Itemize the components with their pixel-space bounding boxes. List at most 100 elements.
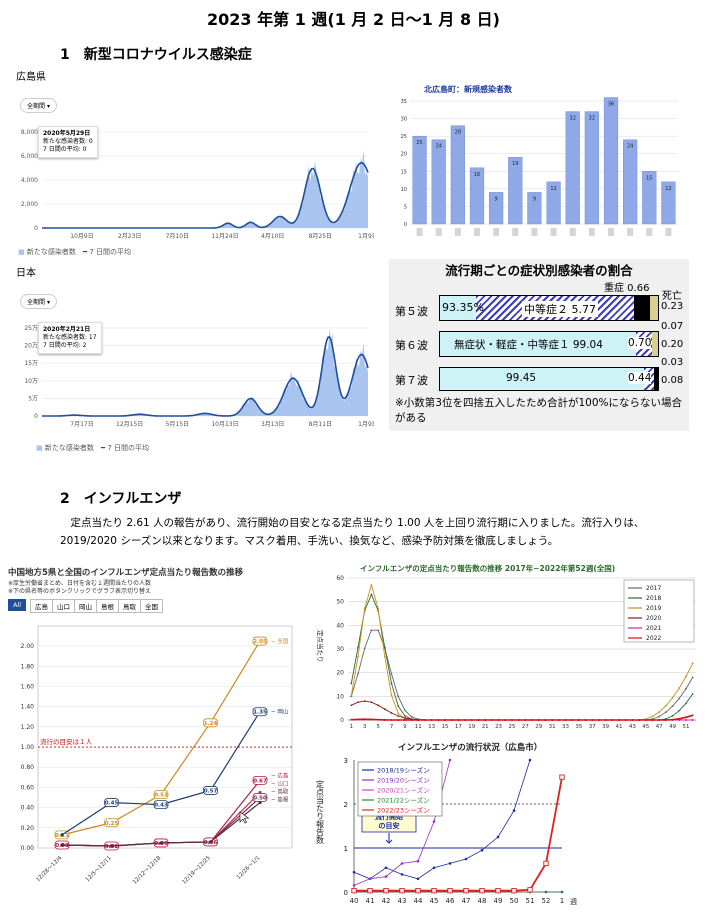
x-tick-label: 7月10日 bbox=[166, 233, 189, 240]
x-tick-label: 44 bbox=[414, 897, 423, 905]
x-tick-label: 52 bbox=[542, 897, 551, 905]
data-point bbox=[651, 715, 654, 718]
wave6-label: 第６波 bbox=[395, 339, 428, 352]
series-line bbox=[351, 700, 693, 721]
data-point bbox=[367, 888, 373, 894]
data-point bbox=[638, 719, 641, 721]
data-point bbox=[397, 695, 400, 698]
filter-button-6[interactable]: 全国 bbox=[140, 599, 163, 613]
filter-button-1[interactable]: 広島 bbox=[30, 599, 53, 613]
tooltip-avg: 7 日間の平均: 2 bbox=[43, 342, 87, 349]
hiroshima-city-influenza-chart: インフルエンザの流行状況（広島市） 定点当たり報告数 3 2 1 040 41 42 43 44… bbox=[316, 742, 578, 906]
data-point bbox=[350, 704, 353, 707]
x-tick-label: 12/12〜12/18 bbox=[132, 855, 163, 886]
tooltip-avg: 7 日間の平均: 0 bbox=[43, 146, 87, 153]
y-tick-label: 6,000 bbox=[21, 153, 38, 160]
data-label-box bbox=[104, 798, 119, 807]
filter-button-0[interactable]: All bbox=[8, 599, 27, 611]
data-point bbox=[664, 719, 667, 721]
data-point bbox=[370, 718, 373, 721]
x-tick-label: 43 bbox=[398, 897, 407, 905]
x-tick-label: 13 bbox=[428, 724, 435, 730]
hiroshima-new-cases-area bbox=[42, 149, 368, 228]
bar bbox=[546, 181, 561, 225]
filter-button-5[interactable]: 鳥取 bbox=[118, 599, 141, 613]
chugoku-line-chart: 2.00 1.80 1.60 1.40 1.20 1.00 0.80 0.60 0.40 0.20… bbox=[21, 625, 293, 886]
x-tick-label: 8月25日 bbox=[309, 233, 332, 240]
x-tick-mark bbox=[665, 228, 672, 236]
data-point bbox=[417, 719, 420, 721]
x-tick-label: 1 bbox=[350, 724, 354, 730]
kitahiroshima-bars: 25 24 28 16 9 19 9 12 32 32 36 24 15 12 bbox=[412, 97, 676, 236]
data-label: 0.57 bbox=[204, 788, 218, 794]
data-point bbox=[447, 888, 453, 894]
filter-button-2[interactable]: 山口 bbox=[52, 599, 75, 613]
y-tick-label: 1.60 bbox=[21, 683, 35, 690]
data-point bbox=[352, 870, 356, 874]
legend-label: 2021/22シーズン bbox=[377, 796, 430, 805]
bar-value-label: 16 bbox=[474, 172, 480, 178]
hiroshima-period-button[interactable]: 全期間 ▾ bbox=[20, 98, 57, 113]
data-point bbox=[463, 888, 469, 894]
data-point bbox=[543, 860, 549, 867]
x-tick-label: 41 bbox=[616, 724, 623, 730]
filter-button-4[interactable]: 島根 bbox=[96, 599, 119, 613]
data-point bbox=[457, 719, 460, 721]
data-point bbox=[691, 676, 694, 679]
japan-x-ticks: 7月17日 12月15日 5月15日 10月13日 3月13日 8月11日 1月9日 bbox=[70, 421, 374, 428]
wave7-moderate-value: 0.44 bbox=[628, 372, 652, 384]
data-point bbox=[400, 873, 404, 876]
data-point bbox=[377, 718, 380, 721]
x-tick-label: 9 bbox=[403, 724, 407, 730]
threshold-label-1: 流行開始 bbox=[375, 812, 403, 821]
data-point bbox=[664, 704, 667, 707]
period-label: 全期間 bbox=[27, 299, 46, 306]
x-tick-label: 7 bbox=[390, 724, 394, 730]
data-point bbox=[399, 888, 405, 894]
series-line bbox=[351, 714, 693, 721]
data-point bbox=[651, 719, 654, 721]
y-tick-label: 0.00 bbox=[21, 845, 35, 852]
wave5-moderate-value: 中等症２ 5.77 bbox=[522, 301, 598, 317]
data-point bbox=[464, 719, 467, 721]
x-tick-mark bbox=[588, 228, 595, 236]
data-point bbox=[370, 593, 373, 596]
data-point bbox=[604, 719, 607, 721]
x-tick-label: 35 bbox=[575, 724, 582, 730]
y-tick-label: 0 bbox=[344, 889, 348, 897]
data-point bbox=[258, 800, 262, 805]
data-label: 1.24 bbox=[204, 721, 218, 727]
data-point bbox=[390, 719, 393, 721]
wave7-label: 第７波 bbox=[395, 374, 428, 387]
japan-period-button[interactable]: 全期間 ▾ bbox=[20, 294, 57, 309]
data-point bbox=[544, 719, 547, 721]
national-influenza-chart: インフルエンザの定点当たり報告数の推移 2017年−2022年第52週(全国) … bbox=[316, 563, 696, 730]
data-point bbox=[497, 719, 500, 721]
x-tick-label: 40 bbox=[350, 897, 359, 905]
data-label-box bbox=[252, 636, 268, 646]
data-label: 2.05 bbox=[253, 639, 267, 645]
data-point bbox=[671, 718, 674, 721]
series-end-label: − 全国 bbox=[271, 637, 289, 645]
data-point bbox=[671, 696, 674, 699]
data-label: 0.67 bbox=[253, 778, 267, 784]
section2-heading: 2 インフルエンザ bbox=[60, 491, 182, 507]
x-tick-label: 12/26〜1/1 bbox=[236, 855, 262, 881]
x-tick-label: 12月15日 bbox=[116, 421, 143, 428]
japan-legend: ■ 新たな感染者数 ━ 7 日間の平均 bbox=[36, 444, 149, 452]
data-point bbox=[357, 701, 359, 704]
series-end-label: − 鳥取 bbox=[271, 787, 289, 795]
data-point bbox=[685, 719, 687, 721]
y-tick-label: 2,000 bbox=[21, 201, 38, 208]
data-point bbox=[511, 719, 513, 721]
data-point bbox=[410, 719, 413, 721]
data-point bbox=[448, 862, 452, 865]
bar bbox=[489, 192, 504, 225]
filter-button-3[interactable]: 岡山 bbox=[74, 599, 97, 613]
threshold-label-2: の目安 bbox=[379, 821, 400, 830]
x-tick-label: 15 bbox=[442, 724, 449, 730]
data-point bbox=[591, 719, 594, 721]
data-point bbox=[377, 629, 380, 632]
data-point bbox=[671, 705, 674, 707]
data-point bbox=[598, 719, 600, 721]
